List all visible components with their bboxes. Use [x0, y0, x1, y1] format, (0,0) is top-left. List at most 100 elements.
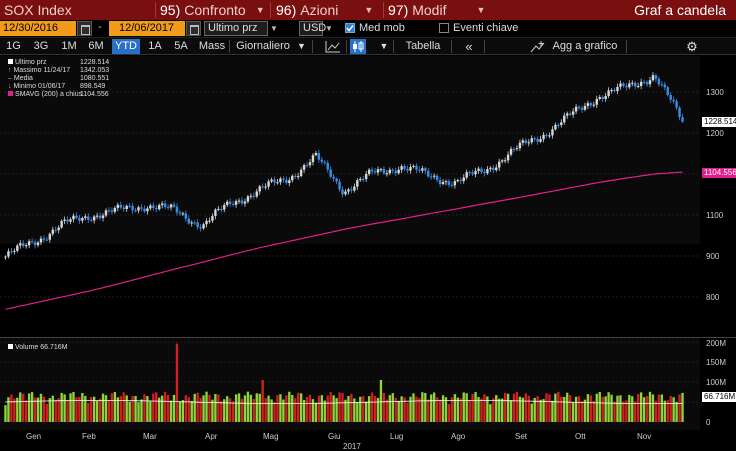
candle-body — [81, 218, 84, 221]
menu-modify[interactable]: 97) Modif ▼ — [388, 0, 485, 20]
check-icon — [346, 25, 354, 32]
divider — [383, 2, 384, 18]
candle-body — [450, 184, 454, 186]
currency-select[interactable]: USD — [299, 21, 326, 36]
chevron-down-icon[interactable]: ▼ — [270, 24, 278, 33]
volume-bar — [243, 395, 247, 422]
menu-compare[interactable]: 95) Confronto ▼ — [160, 0, 265, 20]
candle-body — [60, 220, 63, 228]
candle-body — [231, 203, 235, 205]
volume-bar — [184, 395, 188, 422]
candle-body — [217, 208, 220, 210]
candle-body — [208, 220, 211, 222]
y-axis-column — [700, 56, 736, 430]
candle-body — [308, 162, 312, 166]
volume-bar — [317, 395, 321, 422]
panel-divider[interactable] — [0, 337, 736, 338]
start-date-input[interactable]: 12/30/2016 — [0, 21, 76, 36]
candle-body — [362, 178, 365, 180]
volume-bar — [418, 397, 421, 422]
legend-row-avg: – Media 1080.551 — [8, 75, 112, 83]
low-icon: ↓ — [8, 83, 12, 90]
candle-body — [63, 219, 66, 221]
candle-body — [128, 205, 131, 207]
volume-bar — [474, 392, 477, 422]
table-button[interactable]: Tabella — [405, 40, 441, 52]
vol-tick: 0 — [706, 418, 711, 427]
range-6m-button[interactable]: 6M — [88, 40, 104, 52]
range-ytd-button[interactable]: YTD — [112, 39, 140, 54]
chevron-down-icon[interactable]: ▼ — [325, 24, 333, 33]
calendar-icon[interactable] — [186, 21, 201, 36]
volume-bar — [104, 395, 108, 422]
candle-body — [155, 207, 158, 210]
gear-icon[interactable]: ⚙ — [686, 39, 698, 54]
moving-avg-checkbox[interactable] — [345, 23, 355, 33]
volume-bar — [503, 392, 507, 422]
candle-body — [607, 90, 610, 97]
volume-bar — [181, 400, 185, 422]
divider — [312, 40, 313, 53]
range-1m-button[interactable]: 1M — [61, 40, 77, 52]
add-chart-icon[interactable] — [530, 40, 546, 53]
end-date-input[interactable]: 12/06/2017 — [109, 21, 185, 36]
volume-bar — [202, 395, 205, 422]
candle-chart-button[interactable] — [350, 39, 366, 54]
candle-body — [329, 169, 332, 177]
range-1y-button[interactable]: 1A — [148, 40, 162, 52]
field-select[interactable]: Ultimo prz — [204, 21, 268, 36]
divider — [346, 40, 347, 53]
range-5y-button[interactable]: 5A — [174, 40, 188, 52]
sma-line — [5, 171, 683, 310]
x-tick: Lug — [390, 432, 404, 441]
menu-modify-label: Modif — [412, 2, 447, 18]
ticker-field[interactable]: SOX Index — [4, 0, 152, 20]
volume-bar — [424, 392, 427, 422]
period-select[interactable]: Giornaliero ▼ — [233, 39, 309, 54]
add-to-chart-button[interactable]: Agg a grafico — [552, 40, 618, 52]
volume-bar — [536, 396, 539, 422]
candle-body — [574, 106, 578, 112]
volume-bar — [78, 396, 81, 422]
candle-body — [631, 82, 634, 84]
candle-body — [391, 169, 394, 171]
candle-body — [444, 181, 448, 183]
menu-compare-num: 95) — [160, 2, 181, 18]
candle-body — [202, 224, 205, 229]
range-1d-button[interactable]: 1G — [6, 40, 21, 52]
double-chevron-left-icon[interactable]: « — [465, 39, 473, 54]
range-max-button[interactable]: Mass — [198, 40, 226, 52]
calendar-icon[interactable] — [77, 21, 92, 36]
divider — [270, 2, 271, 18]
candle-body — [146, 208, 149, 212]
volume-bar — [169, 400, 173, 422]
volume-bar — [92, 396, 96, 422]
key-events-checkbox[interactable] — [439, 23, 449, 33]
candle-body — [654, 75, 658, 79]
volume-bar — [152, 393, 155, 422]
candle-body — [353, 186, 356, 191]
volume-bar — [444, 397, 448, 422]
candle-body — [495, 167, 498, 171]
menu-actions[interactable]: 96) Azioni ▼ — [276, 0, 373, 20]
volume-bar — [16, 397, 19, 422]
candle-body — [435, 175, 439, 181]
chevron-down-icon[interactable]: ▼ — [379, 41, 389, 51]
candle-body — [571, 111, 575, 115]
candle-body — [66, 219, 69, 222]
volume-bar — [432, 392, 436, 422]
volume-bar — [577, 396, 581, 422]
candle-body — [7, 251, 10, 257]
range-3d-button[interactable]: 3G — [33, 40, 49, 52]
line-chart-icon[interactable] — [325, 40, 341, 53]
volume-bar — [110, 393, 114, 422]
volume-bar — [57, 398, 60, 422]
volume-bar — [155, 392, 158, 422]
candle-body — [72, 215, 75, 220]
volume-bar — [560, 396, 563, 422]
volume-bar — [131, 395, 134, 422]
volume-bar — [477, 396, 480, 422]
volume-bar — [329, 392, 332, 422]
candle-body — [314, 153, 318, 156]
candle-body — [90, 219, 93, 221]
